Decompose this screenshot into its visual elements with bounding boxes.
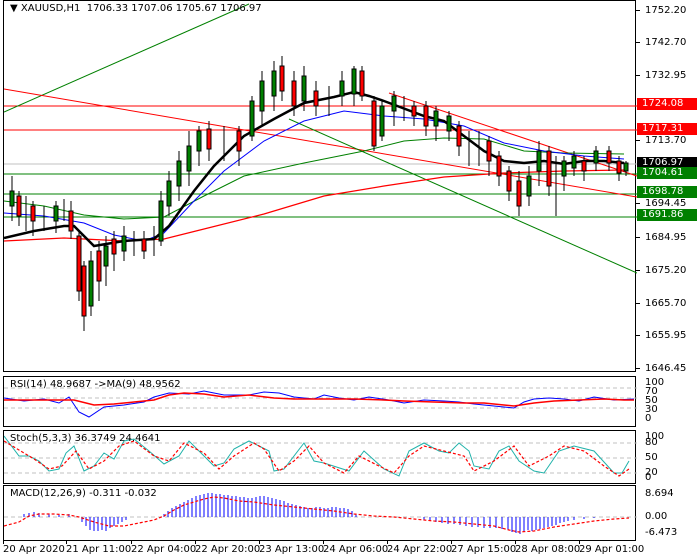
stochastic-label: Stoch(5,3,3) 36.3749 24.4641	[10, 433, 161, 444]
dropdown-triangle-icon[interactable]: ▼	[10, 3, 18, 14]
time-tick: 24 Apr 06:00	[323, 540, 389, 555]
macd-tick: 0.00	[645, 511, 668, 522]
stoch-tick: 0	[645, 472, 652, 483]
price-chart-canvas	[4, 3, 637, 331]
macd-label: MACD(12,26,9) -0.311 -0.032	[10, 488, 157, 499]
symbol-timeframe: XAUUSD,H1	[20, 3, 81, 14]
stochastic-canvas	[4, 435, 637, 477]
current-price-badge: 1706.97	[637, 157, 697, 169]
stoch-tick: 80	[645, 437, 658, 448]
stoch-tick: 100	[645, 431, 665, 442]
rsi-axis: 100 70 50 30 0	[636, 376, 700, 427]
level-badge-resistance: 1724.08	[637, 98, 697, 110]
rsi-tick: 30	[645, 404, 658, 415]
macd-histogram	[23, 493, 595, 534]
time-axis: 20 Apr 2020 21 Apr 11:00 22 Apr 04:00 22…	[0, 540, 700, 559]
time-tick: 29 Apr 01:00	[579, 540, 645, 555]
time-tick: 20 Apr 2020	[3, 540, 65, 555]
rsi-label: RSI(14) 48.9687 ->MA(9) 48.9562	[10, 379, 181, 390]
price-chart-pane[interactable]: ▼ XAUUSD,H1 1706.33 1707.06 1705.67 1706…	[3, 0, 637, 372]
stoch-tick: 20	[645, 467, 658, 478]
rsi-canvas	[4, 387, 637, 418]
time-tick: 22 Apr 20:00	[195, 540, 261, 555]
level-badge-support: 1691.86	[637, 209, 697, 221]
time-tick: 22 Apr 04:00	[131, 540, 197, 555]
stochastic-pane[interactable]: Stoch(5,3,3) 36.3749 24.4641	[3, 430, 637, 484]
price-axis: 1752.20 1742.70 1732.95 1713.70 1684.95 …	[636, 0, 700, 374]
ohlc-values: 1706.33 1707.06 1705.67 1706.97	[86, 3, 262, 14]
rsi-tick: 0	[645, 413, 652, 424]
macd-tick: 8.694	[645, 488, 674, 499]
macd-axis: 8.694 0.00 -6.473	[636, 485, 700, 541]
chart-header: ▼ XAUUSD,H1 1706.33 1707.06 1705.67 1706…	[10, 3, 262, 14]
time-tick: 23 Apr 13:00	[259, 540, 325, 555]
rsi-tick: 70	[645, 386, 658, 397]
time-tick: 27 Apr 15:00	[451, 540, 517, 555]
level-badge-support: 1704.61	[637, 167, 697, 179]
time-tick: 24 Apr 22:00	[387, 540, 453, 555]
time-tick: 28 Apr 08:00	[515, 540, 581, 555]
level-badge-support: 1698.78	[637, 186, 697, 198]
rsi-pane[interactable]: RSI(14) 48.9687 ->MA(9) 48.9562	[3, 376, 637, 427]
macd-pane[interactable]: MACD(12,26,9) -0.311 -0.032	[3, 485, 637, 541]
time-tick: 21 Apr 11:00	[66, 540, 132, 555]
candles	[9, 56, 629, 331]
rsi-tick: 100	[645, 377, 665, 388]
stoch-tick: 50	[645, 452, 658, 463]
level-badge-resistance: 1717.31	[637, 123, 697, 135]
stochastic-axis: 100 80 50 20 0	[636, 430, 700, 484]
macd-tick: -6.473	[645, 527, 678, 538]
macd-canvas	[4, 493, 637, 534]
rsi-tick: 50	[645, 395, 658, 406]
